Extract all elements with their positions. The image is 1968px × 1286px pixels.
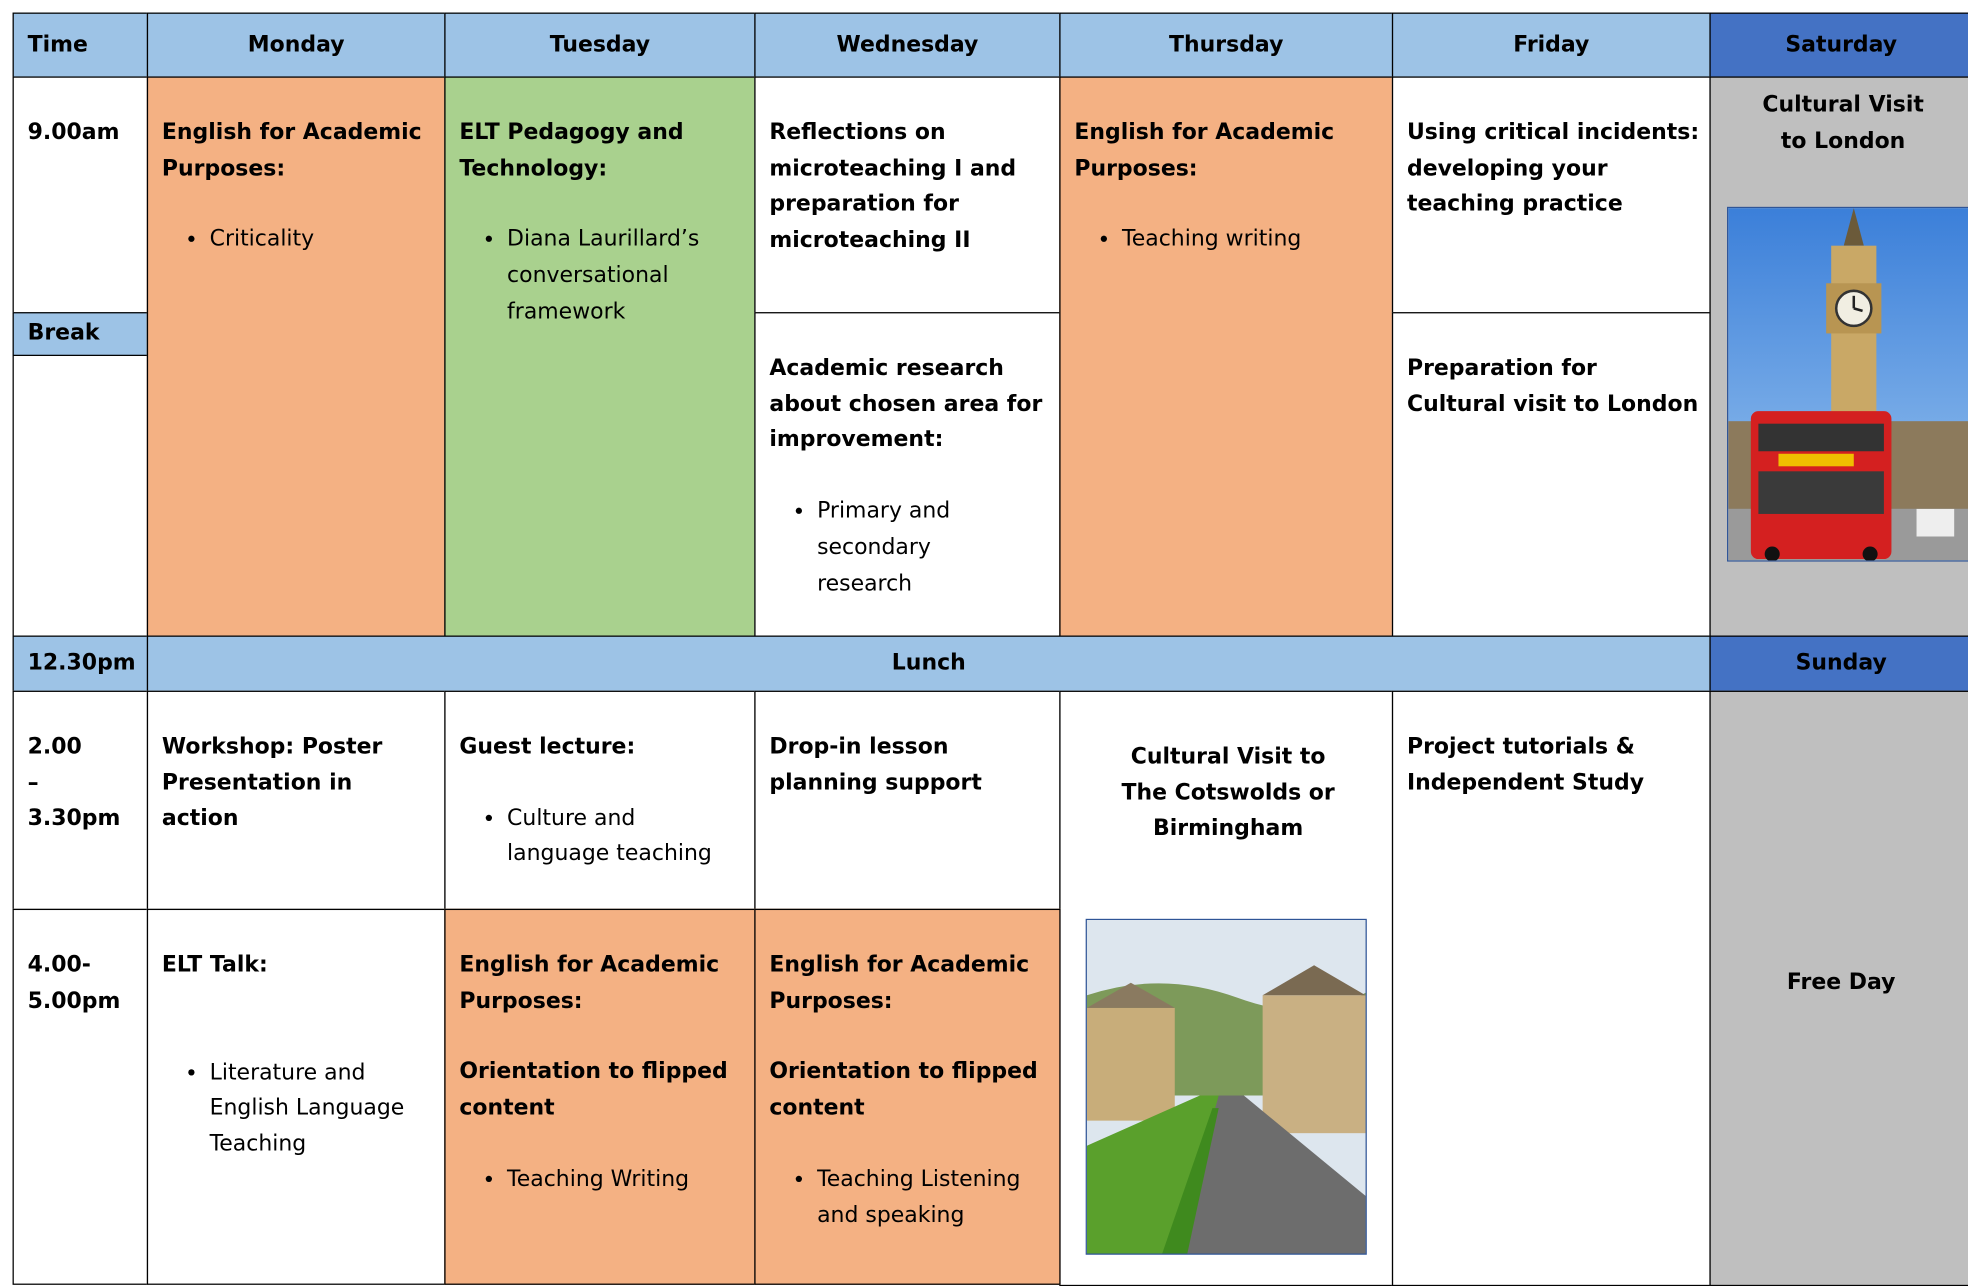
session-cell: Preparation for Cultural visit to London (1391, 312, 1711, 637)
session-cell: ELT Pedagogy and Technology: Diana Lauri… (444, 76, 756, 637)
session-cell: Guest lecture: Culture and language teac… (444, 690, 756, 911)
cotswolds-photo (1085, 918, 1367, 1255)
session-title: English for Academic Purposes: (769, 952, 1030, 1014)
time-text: Break (27, 320, 100, 346)
bullet: Primary and secondary research (817, 494, 1049, 602)
time-text: 12.30pm (27, 650, 136, 676)
header-text: Wednesday (836, 32, 979, 58)
bullet-list: Primary and secondary research (769, 494, 1049, 602)
session-cell: Drop-in lesson planning support (754, 690, 1061, 911)
bullet: Culture and language teaching (507, 801, 744, 873)
session-title: English for Academic Purposes: (161, 120, 422, 182)
header-text: Sunday (1795, 650, 1887, 676)
bullet-list: Literature and English Language Teaching (162, 1055, 434, 1163)
session-cell: English for Academic Purposes: Orientati… (754, 908, 1061, 1285)
lunch-text: Lunch (891, 650, 966, 676)
header-cell: Saturday (1709, 12, 1968, 78)
bullet-list: Diana Laurillard’s conversational framew… (459, 222, 744, 330)
session-title: Cultural Visit to The Cotswolds or Birmi… (1121, 744, 1335, 842)
session-title: Academic research about chosen area for … (769, 355, 1043, 454)
bullet: Teaching Writing (507, 1162, 744, 1198)
session-cell: English for Academic Purposes: Orientati… (444, 908, 756, 1285)
session-cell: Free Day (1709, 690, 1968, 1286)
session-cell: ELT Talk: Literature and English Languag… (146, 908, 446, 1285)
session-title: Workshop: Poster Presentation in action (161, 734, 383, 832)
session-cell: Workshop: Poster Presentation in action (146, 690, 446, 911)
bullet: Diana Laurillard’s conversational framew… (507, 222, 744, 330)
session-title: Project tutorials & Independent Study (1406, 734, 1645, 796)
time-text: 4.00- 5.00pm (27, 952, 121, 1014)
header-cell: Friday (1391, 12, 1711, 78)
bullet-list: Teaching Listening and speaking (769, 1162, 1049, 1234)
session-title: English for Academic Purposes: (1074, 120, 1335, 182)
session-cell: Project tutorials & Independent Study (1391, 690, 1711, 1286)
session-title: Guest lecture: (459, 734, 636, 760)
session-title: English for Academic Purposes: (459, 952, 720, 1014)
london-photo (1727, 206, 1968, 562)
header-text: Monday (247, 32, 345, 58)
bullet-list: Teaching writing (1074, 222, 1381, 258)
time-text: 9.00am (27, 120, 120, 146)
header-text: Time (27, 32, 88, 58)
bullet: Teaching Listening and speaking (817, 1162, 1049, 1234)
header-cell: Thursday (1059, 12, 1394, 78)
session-cell: Using critical incidents: developing you… (1391, 76, 1711, 314)
header-cell: Monday (146, 12, 446, 78)
session-title: Cultural Visit to London (1762, 92, 1924, 154)
session-cell: Academic research about chosen area for … (754, 312, 1061, 637)
header-cell: Sunday (1709, 635, 1968, 692)
time-cell: 2.00 – 3.30pm (12, 690, 149, 911)
header-cell: Wednesday (754, 12, 1061, 78)
session-title: Using critical incidents: developing you… (1406, 120, 1700, 218)
header-cell: Time (12, 12, 149, 78)
session-cell: English for Academic Purposes: Criticali… (146, 76, 446, 637)
session-title: Drop-in lesson planning support (769, 734, 982, 796)
bullet-list: Teaching Writing (459, 1162, 744, 1198)
session-title: Free Day (1786, 970, 1896, 996)
session-title: Preparation for Cultural visit to London (1406, 355, 1699, 418)
bullet: Criticality (210, 222, 435, 258)
time-cell: 12.30pm (12, 635, 149, 692)
session-subtitle: Orientation to flipped content (769, 1059, 1038, 1121)
session-cell: English for Academic Purposes: Teaching … (1059, 76, 1394, 637)
bullet-list: Culture and language teaching (459, 801, 744, 873)
header-text: Thursday (1169, 32, 1284, 58)
time-cell: 4.00- 5.00pm (12, 908, 149, 1285)
time-cell: 9.00am (12, 76, 149, 637)
session-title: Reflections on microteaching I and prepa… (769, 120, 1017, 254)
session-title: ELT Talk: (161, 952, 268, 978)
header-text: Tuesday (549, 32, 651, 58)
break-cell: Break (12, 312, 149, 356)
time-text: 2.00 – 3.30pm (27, 734, 121, 832)
session-subtitle: Orientation to flipped content (459, 1059, 728, 1121)
bullet-list: Criticality (162, 222, 434, 258)
session-title: ELT Pedagogy and Technology: (459, 120, 684, 182)
header-cell: Tuesday (444, 12, 756, 78)
lunch-cell: Lunch (146, 635, 1711, 692)
header-text: Friday (1513, 32, 1590, 58)
header-text: Saturday (1785, 32, 1898, 58)
bullet: Literature and English Language Teaching (210, 1055, 435, 1163)
session-cell: Reflections on microteaching I and prepa… (754, 76, 1061, 314)
bullet: Teaching writing (1122, 222, 1382, 258)
